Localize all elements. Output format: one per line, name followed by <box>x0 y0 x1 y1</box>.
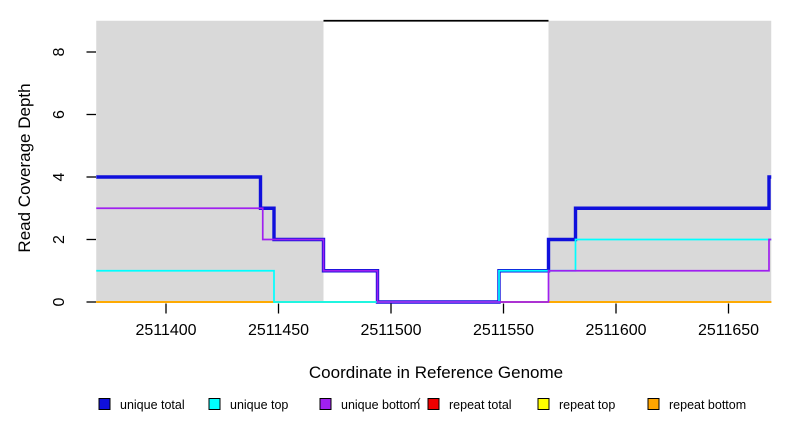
legend-item-unique-top: unique top <box>208 398 288 412</box>
x-tick-label: 2511550 <box>473 322 534 339</box>
y-tick-label: 0 <box>51 297 68 306</box>
legend-label: repeat top <box>559 398 615 412</box>
stray-mark <box>417 397 421 403</box>
x-tick-label: 2511500 <box>360 322 421 339</box>
legend-swatch-repeat-total <box>427 398 440 410</box>
legend-swatch-unique-bottom <box>319 398 332 410</box>
legend-swatch-repeat-bottom <box>647 398 660 410</box>
shaded-region <box>548 20 772 302</box>
legend-swatch-unique-total <box>98 398 111 410</box>
y-axis: 0 2 4 6 8 <box>51 47 96 306</box>
series-unique-top <box>96 238 772 303</box>
x-tick-label: 2511400 <box>135 322 196 339</box>
x-tick-label: 2511650 <box>698 322 759 339</box>
legend-label: unique bottom <box>341 398 420 412</box>
legend-item-unique-total: unique total <box>98 398 185 412</box>
y-tick-label: 8 <box>51 47 68 56</box>
y-tick-label: 2 <box>51 235 68 244</box>
shaded-regions <box>96 20 772 302</box>
legend: unique total unique top unique bottom repea… <box>98 398 746 412</box>
legend-swatch-repeat-top <box>537 398 550 410</box>
shaded-region <box>96 20 324 302</box>
coverage-series-lines <box>96 175 772 304</box>
legend-item-repeat-top: repeat top <box>537 398 615 412</box>
legend-label: unique top <box>230 398 288 412</box>
legend-item-repeat-bottom: repeat bottom <box>647 398 746 412</box>
legend-label: repeat total <box>449 398 512 412</box>
x-axis-title: Coordinate in Reference Genome <box>309 363 563 382</box>
legend-label: repeat bottom <box>669 398 746 412</box>
legend-item-repeat-total: repeat total <box>427 398 512 412</box>
x-axis: 2511400 2511450 2511500 2511550 2511600 25116… <box>135 303 759 339</box>
y-axis-title: Read Coverage Depth <box>15 83 34 252</box>
legend-item-unique-bottom: unique bottom <box>319 398 420 412</box>
y-tick-label: 4 <box>51 172 68 181</box>
y-tick-label: 6 <box>51 110 68 119</box>
legend-swatch-unique-top <box>208 398 221 410</box>
legend-label: unique total <box>120 398 185 412</box>
series-unique-bottom <box>96 207 772 303</box>
x-tick-label: 2511600 <box>585 322 646 339</box>
x-tick-label: 2511450 <box>248 322 309 339</box>
